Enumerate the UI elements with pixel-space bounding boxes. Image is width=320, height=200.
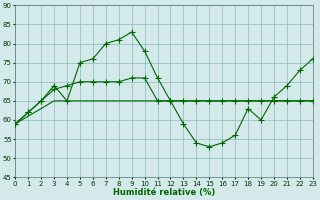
- X-axis label: Humidité relative (%): Humidité relative (%): [113, 188, 215, 197]
